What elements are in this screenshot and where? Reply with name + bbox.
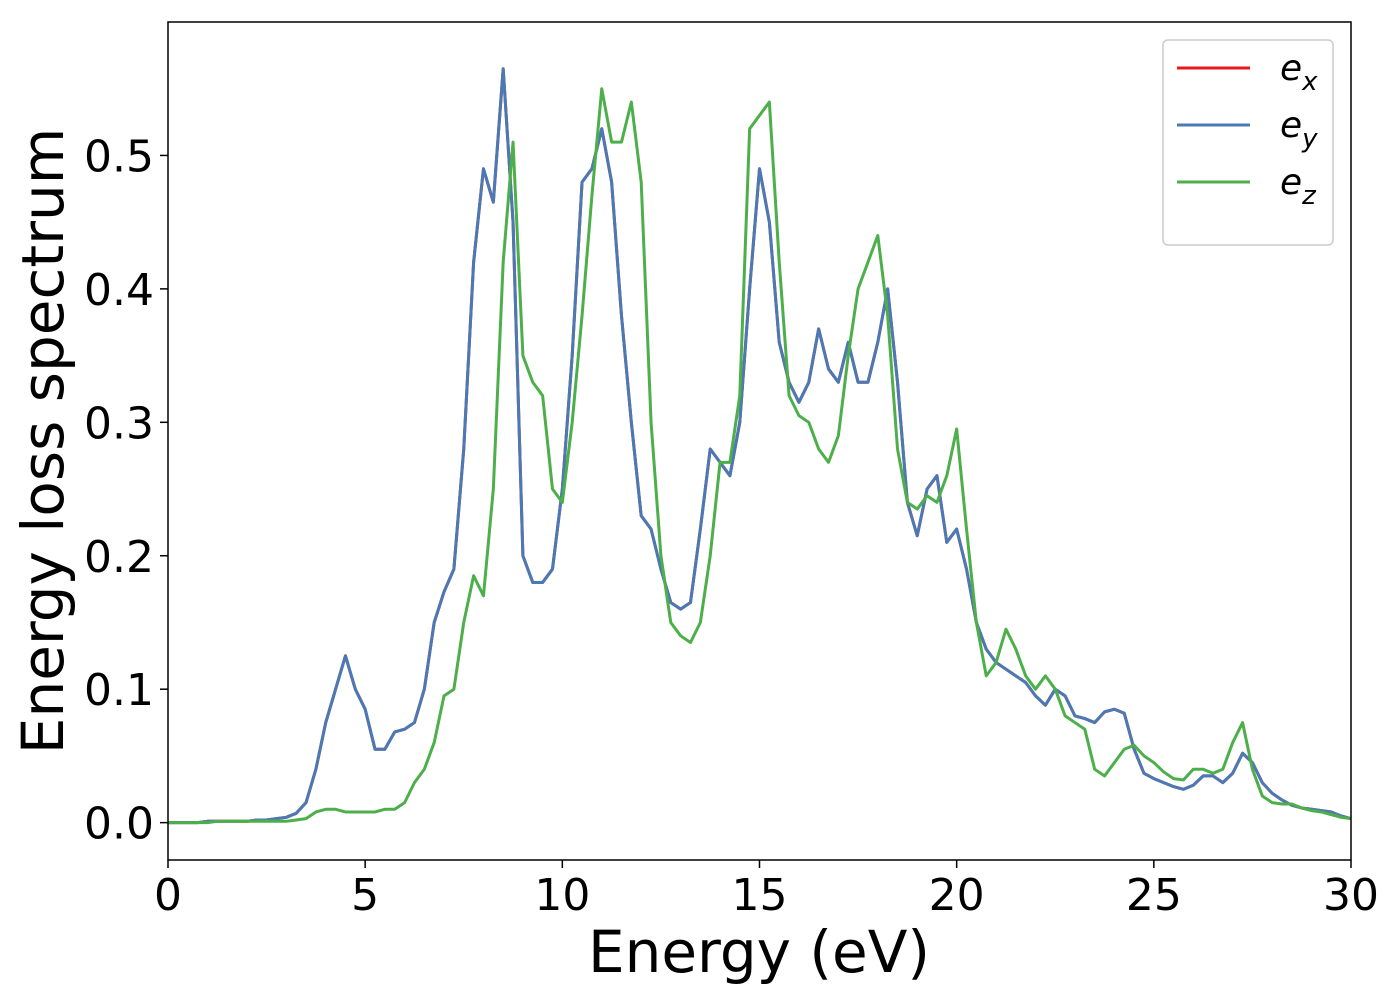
x-tick-label: 5 (351, 870, 379, 921)
y-tick-label: 0.0 (84, 799, 154, 850)
y-tick-label: 0.2 (84, 532, 154, 583)
x-tick-label: 30 (1323, 870, 1379, 921)
y-axis-label: Energy loss spectrum (9, 128, 77, 754)
x-tick-label: 15 (732, 870, 788, 921)
series-line (168, 87, 1351, 825)
x-tick-label: 20 (929, 870, 985, 921)
y-tick-label: 0.1 (84, 665, 154, 716)
x-tick-label: 25 (1126, 870, 1182, 921)
x-axis-label: Energy (eV) (588, 918, 930, 986)
plot-frame (167, 21, 1352, 861)
legend-box (1162, 39, 1334, 246)
y-tick-label: 0.3 (84, 398, 154, 449)
y-tick-label: 0.5 (84, 131, 154, 182)
series-line (168, 67, 1351, 825)
y-tick-label: 0.4 (84, 265, 154, 316)
legend-label: ex (1280, 48, 1318, 97)
legend-label: ey (1280, 105, 1318, 154)
x-tick-label: 10 (534, 870, 590, 921)
x-tick-label: 0 (154, 870, 182, 921)
legend-label: ez (1280, 162, 1317, 211)
